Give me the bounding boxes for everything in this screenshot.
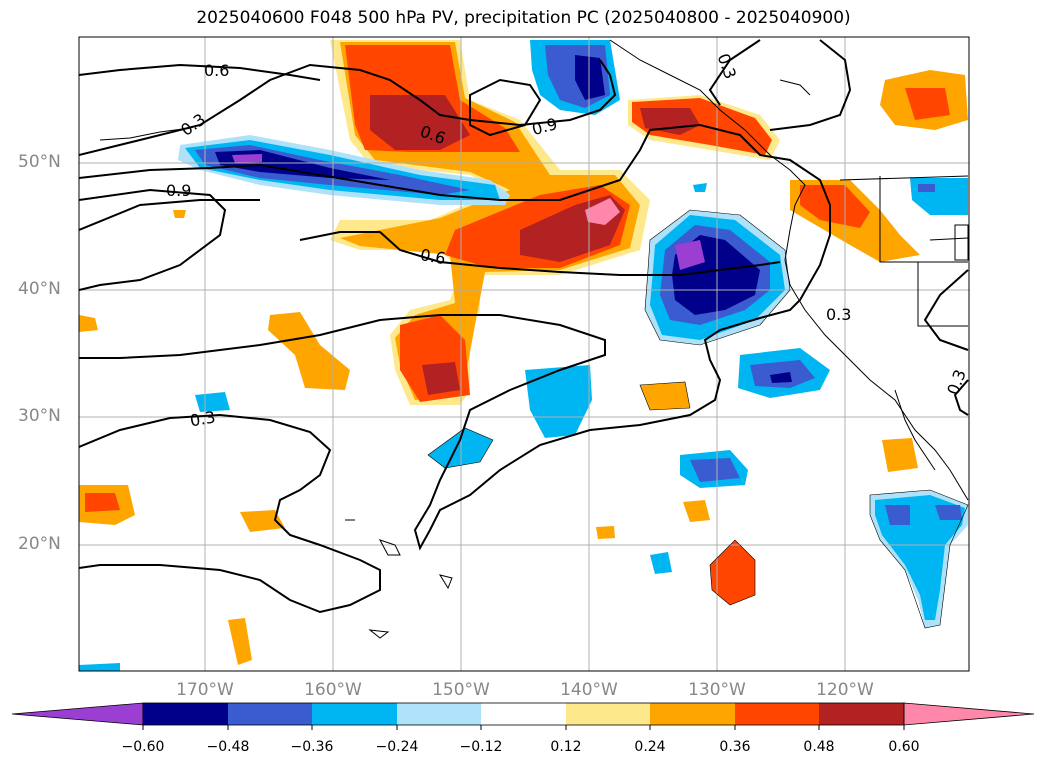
colorbar-tick-label: 0.12: [550, 739, 582, 755]
colorbar-segment: [228, 703, 312, 725]
colorbar-segment: [397, 703, 481, 725]
lon-label: 120°W: [816, 680, 874, 700]
contour-label: 0.3: [826, 305, 851, 324]
lon-label: 130°W: [688, 680, 746, 700]
contour-label: 0.6: [419, 245, 447, 268]
contour-label: 0.6: [204, 61, 229, 80]
map-title: 2025040600 F048 500 hPa PV, precipitatio…: [196, 8, 851, 28]
contour-label: 0.3: [177, 110, 209, 140]
lat-label: 30°N: [18, 406, 61, 426]
colorbar-min-extend: [11, 702, 144, 726]
colorbar-segment: [566, 703, 650, 725]
colorbar-tick-label: 0.60: [888, 739, 920, 755]
map-frame: [78, 36, 970, 672]
colorbar-segment: [735, 703, 819, 725]
grid: [79, 37, 969, 671]
contour-label: 0.3: [188, 407, 216, 430]
lon-label: 170°W: [176, 680, 234, 700]
contour-label: 0.3: [943, 367, 970, 397]
lon-label: 140°W: [560, 680, 618, 700]
colorbar-tick-label: 0.36: [719, 739, 751, 755]
lat-label: 50°N: [18, 152, 61, 172]
colorbar-segment: [650, 703, 735, 725]
lat-label: 20°N: [18, 534, 61, 554]
colorbar-tick-label: −0.36: [290, 739, 334, 755]
colorbar-segment: [481, 703, 566, 725]
pv-contours: [79, 39, 969, 614]
contour-label: 0.9: [166, 181, 191, 200]
colorbar-tick-label: 0.48: [803, 739, 835, 755]
contour-label: 0.9: [530, 114, 560, 139]
colorbar-segment: [143, 703, 228, 725]
colorbar-segment: [819, 703, 904, 725]
lat-label: 40°N: [18, 279, 61, 299]
colorbar-tick-label: −0.12: [459, 739, 503, 755]
colorbar-tick-label: −0.48: [206, 739, 250, 755]
colorbar-tick-label: −0.24: [375, 739, 419, 755]
colorbar-tick-label: −0.60: [121, 739, 165, 755]
colorbar-max-extend: [903, 702, 1035, 726]
precip-outlines: [427, 209, 969, 629]
lon-label: 160°W: [304, 680, 362, 700]
lon-label: 150°W: [432, 680, 490, 700]
positive-anomalies: [79, 40, 968, 665]
colorbar: [11, 702, 1035, 730]
colorbar-segment: [312, 703, 397, 725]
colorbar-tick-label: 0.24: [634, 739, 666, 755]
coastlines: [99, 39, 969, 639]
